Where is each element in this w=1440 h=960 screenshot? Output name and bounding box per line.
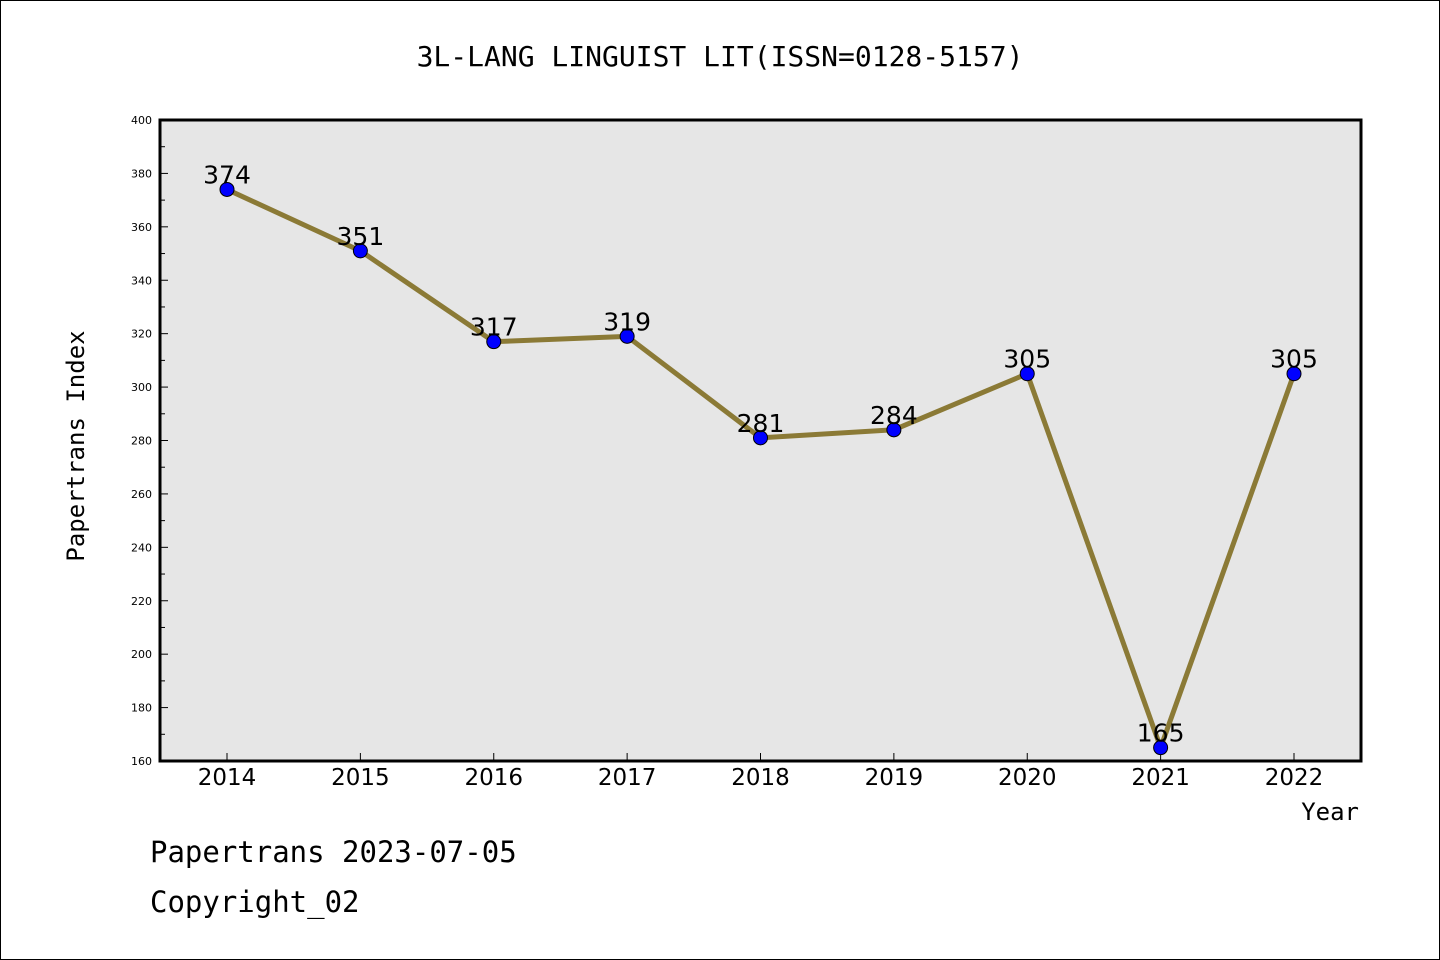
x-tick-label: 2018 bbox=[731, 765, 790, 791]
x-tick-label: 2021 bbox=[1131, 765, 1190, 791]
y-tick-label: 280 bbox=[131, 435, 152, 448]
data-point bbox=[753, 430, 768, 446]
footer-date: Papertrans 2023-07-05 bbox=[150, 835, 517, 869]
y-tick-label: 400 bbox=[131, 114, 152, 127]
y-tick-label: 180 bbox=[131, 702, 152, 715]
series bbox=[219, 181, 1302, 756]
x-axis: 2014 2015 2016 2017 2018 2019 2020 2021 2022 bbox=[198, 753, 1324, 791]
y-tick-label: 240 bbox=[131, 541, 152, 554]
data-point bbox=[1286, 366, 1302, 382]
data-label: 165 bbox=[1137, 719, 1185, 748]
y-tick-label: 200 bbox=[131, 648, 152, 661]
plot-area bbox=[158, 118, 1363, 763]
y-tick-label: 380 bbox=[131, 167, 152, 180]
data-point bbox=[352, 243, 368, 259]
data-label: 351 bbox=[337, 222, 385, 251]
y-tick-label: 260 bbox=[131, 488, 152, 501]
y-tick-label: 300 bbox=[131, 381, 152, 394]
x-tick-label: 2020 bbox=[998, 765, 1057, 791]
x-axis-label: Year bbox=[1301, 798, 1359, 826]
data-labels: 374 351 317 319 281 284 305 165 305 bbox=[203, 160, 1318, 747]
data-point bbox=[619, 328, 635, 344]
data-label: 319 bbox=[603, 307, 651, 336]
x-tick-label: 2016 bbox=[464, 765, 523, 791]
y-tick-label: 220 bbox=[131, 595, 152, 608]
data-label: 284 bbox=[870, 401, 918, 430]
data-point bbox=[486, 334, 502, 350]
y-axis: 160 180 200 220 240 260 280 300 320 340 360 380 400 bbox=[131, 114, 168, 768]
data-label: 305 bbox=[1270, 345, 1318, 374]
data-label: 374 bbox=[203, 160, 251, 189]
y-tick-label: 160 bbox=[131, 755, 152, 768]
footer-copyright: Copyright_02 bbox=[150, 885, 360, 919]
data-point bbox=[1153, 740, 1169, 756]
data-point bbox=[886, 422, 902, 438]
y-tick-label: 340 bbox=[131, 274, 152, 287]
x-tick-label: 2015 bbox=[331, 765, 390, 791]
x-tick-label: 2019 bbox=[865, 765, 924, 791]
data-label: 281 bbox=[737, 409, 785, 438]
x-tick-label: 2022 bbox=[1265, 765, 1324, 791]
y-tick-label: 320 bbox=[131, 328, 152, 341]
data-point bbox=[1019, 366, 1035, 382]
y-axis-label: Papertrans Index bbox=[62, 330, 90, 561]
x-tick-label: 2014 bbox=[198, 765, 257, 791]
chart-title: 3L-LANG LINGUIST LIT(ISSN=0128-5157) bbox=[417, 40, 1024, 73]
x-tick-label: 2017 bbox=[598, 765, 657, 791]
data-label: 305 bbox=[1003, 345, 1051, 374]
data-label: 317 bbox=[470, 313, 518, 342]
data-point bbox=[219, 181, 235, 197]
y-tick-label: 360 bbox=[131, 221, 152, 234]
